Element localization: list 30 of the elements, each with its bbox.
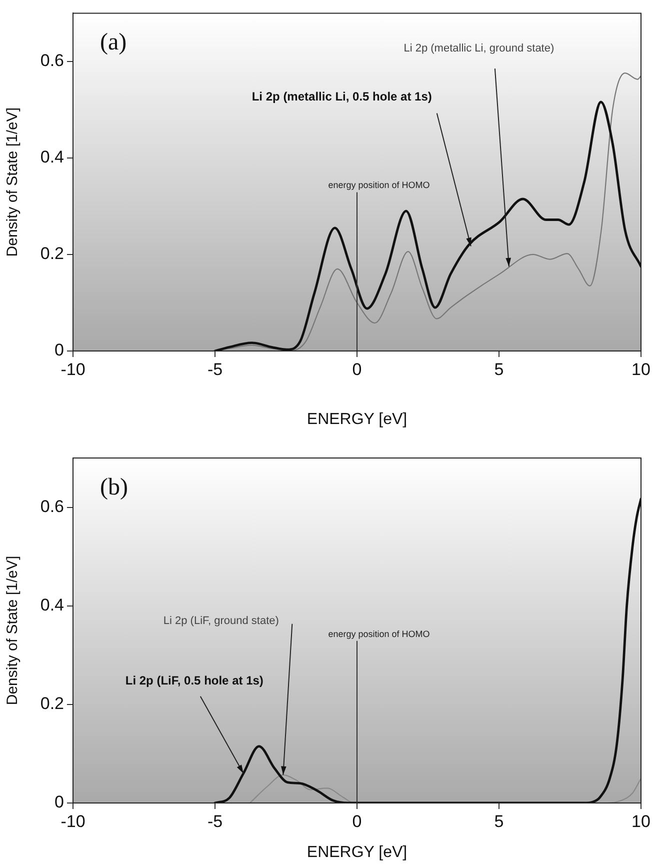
- x-tick-label: -5: [207, 360, 223, 379]
- text: (b): [100, 474, 128, 500]
- annotation: Li 2p (LiF, ground state): [163, 614, 279, 627]
- y-tick-label: 0: [54, 340, 64, 360]
- y-tick-label: 0.2: [40, 694, 64, 714]
- text: (a): [100, 29, 127, 56]
- y-axis-title: Density of State [1/eV]: [4, 107, 22, 257]
- y-tick-label: 0.4: [40, 596, 64, 615]
- x-tick-label: 5: [494, 360, 504, 379]
- annotation: Li 2p (metallic Li, ground state): [404, 42, 554, 55]
- x-tick-label: -10: [60, 812, 86, 831]
- y-axis-title: Density of State [1/eV]: [4, 556, 22, 706]
- y-tick-label: 0.2: [40, 244, 64, 264]
- x-axis-title: ENERGY [eV]: [306, 410, 408, 428]
- annotation: Li 2p (metallic Li, 0.5 hole at 1s): [252, 90, 432, 104]
- ref-line-label: energy position of HOMO: [328, 628, 430, 639]
- y-tick-label: 0.6: [40, 496, 64, 516]
- x-tick-label: 10: [632, 360, 650, 379]
- x-tick-label: 0: [352, 360, 362, 379]
- x-tick-label: 10: [632, 812, 650, 831]
- x-tick-label: 5: [494, 812, 504, 831]
- y-tick-label: 0.6: [40, 51, 64, 70]
- x-tick-label: -10: [60, 360, 86, 379]
- x-tick-label: -5: [207, 812, 223, 831]
- y-tick-label: 0: [54, 792, 64, 812]
- x-axis-title: ENERGY [eV]: [306, 844, 408, 861]
- x-tick-label: 0: [352, 812, 362, 831]
- annotation: Li 2p (LiF, 0.5 hole at 1s): [125, 674, 264, 688]
- y-tick-label: 0.4: [40, 148, 64, 167]
- ref-line-label: energy position of HOMO: [328, 180, 430, 190]
